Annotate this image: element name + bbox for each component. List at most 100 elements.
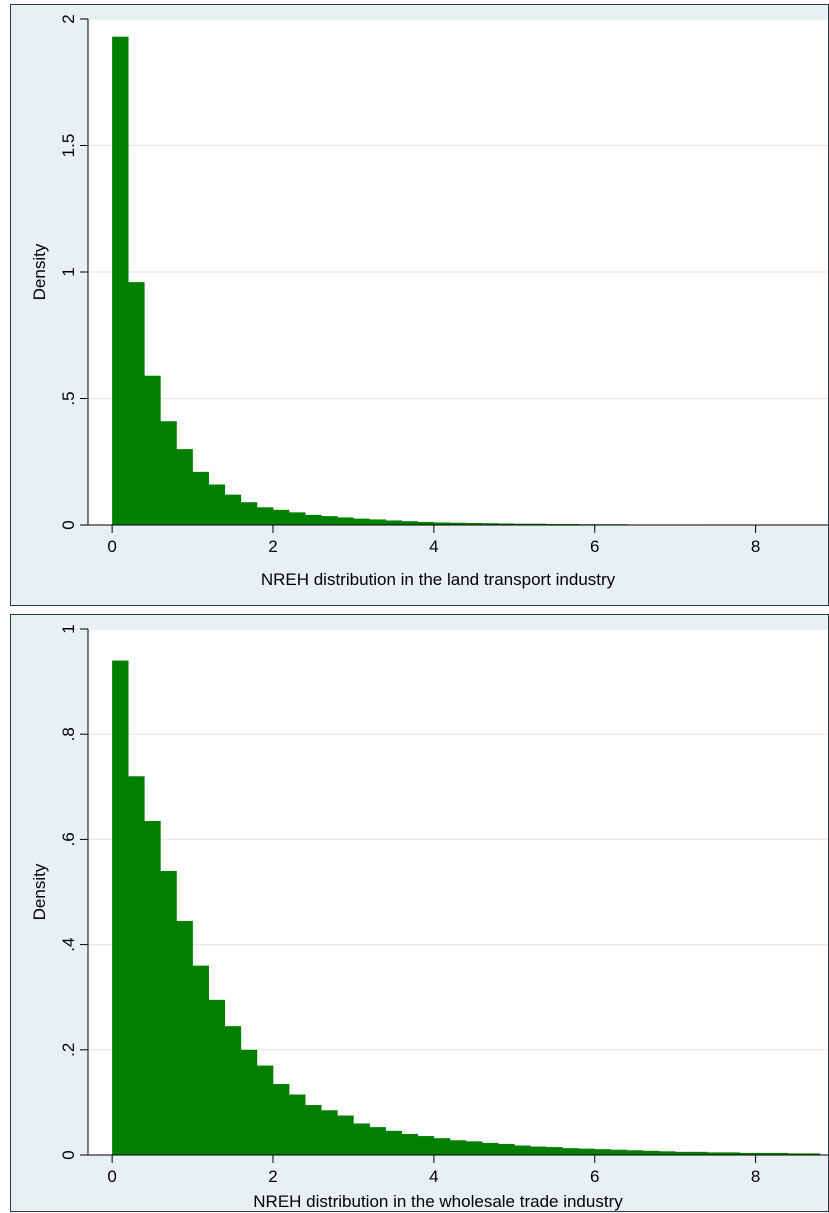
histogram-bar [321, 1110, 338, 1155]
histogram-bar [160, 870, 177, 1155]
histogram-bar [256, 507, 274, 525]
x-tick-label: 2 [268, 1167, 277, 1186]
y-tick-label: 1.5 [59, 134, 78, 158]
histogram-bar [112, 36, 129, 526]
histogram-bar [449, 522, 467, 525]
x-tick-label: 6 [590, 1167, 599, 1186]
histogram-bar [160, 421, 177, 525]
histogram-bar [723, 1152, 740, 1155]
histogram-bar [128, 776, 145, 1155]
histogram-bar [594, 1149, 612, 1155]
histogram-bar [401, 521, 419, 525]
histogram-bar [771, 1152, 789, 1155]
histogram-wholesale-trade: 0 .2 .4 .6 .8 1 0 2 4 6 8 NREH distribution in the … [30, 624, 828, 1211]
histogram-bar [256, 1065, 274, 1155]
histogram-bar [401, 1133, 419, 1155]
histogram-bar [482, 1142, 499, 1155]
histogram-bar [530, 523, 547, 525]
histogram-bar [578, 1148, 596, 1155]
histogram-bar [240, 1049, 258, 1155]
histogram-bar [240, 502, 258, 525]
y-tick-label: .2 [59, 1043, 78, 1057]
histogram-bar [192, 471, 209, 525]
y-tick-label: 0 [59, 520, 78, 529]
histogram-bar [530, 1146, 547, 1155]
y-tick-label: 1 [59, 624, 78, 633]
histogram-bar [562, 1148, 579, 1155]
histogram-bar [659, 1151, 676, 1155]
x-axis-title: NREH distribution in the wholesale trade… [253, 1192, 623, 1211]
histogram-bar [675, 1151, 692, 1155]
x-axis-title: NREH distribution in the land transport … [261, 570, 616, 589]
histogram-bar [144, 375, 161, 525]
histogram-bar [562, 523, 579, 525]
histogram-bar [691, 1151, 708, 1155]
histogram-bar [433, 1138, 451, 1155]
histogram-panel-wholesale-trade: 0 .2 .4 .6 .8 1 0 2 4 6 8 NREH distribution in the … [10, 614, 829, 1212]
histogram-bar [305, 514, 322, 525]
histogram-bar [739, 1152, 756, 1155]
histogram-bar [417, 521, 435, 525]
x-tick-label: 0 [107, 1167, 116, 1186]
histogram-panel-land-transport: 0 .5 1 1.5 2 0 2 4 6 8 NREH distribution in the la… [10, 4, 829, 606]
histogram-bar [514, 523, 531, 525]
y-tick-label: 1 [59, 267, 78, 276]
y-axis-title: Density [30, 243, 49, 300]
histogram-bar [192, 965, 209, 1155]
x-tick-label: 8 [751, 1167, 760, 1186]
x-tick-label: 6 [590, 537, 599, 556]
histogram-bar [128, 282, 145, 525]
histogram-bar [321, 516, 338, 525]
histogram-bar [144, 820, 161, 1155]
histogram-bar [305, 1105, 322, 1155]
histogram-bar [626, 1150, 644, 1155]
histogram-bar [337, 517, 354, 525]
histogram-bar [755, 1152, 772, 1155]
histogram-bar [289, 512, 306, 525]
histogram-bar [224, 494, 242, 525]
histogram-bar [369, 1127, 386, 1155]
x-tick-label: 8 [751, 537, 760, 556]
histogram-bar [482, 523, 499, 525]
histogram-bar [466, 1141, 483, 1155]
y-tick-label: 0 [59, 1150, 78, 1159]
y-tick-label: .4 [59, 938, 78, 952]
histogram-bar [449, 1140, 467, 1155]
histogram-bar [514, 1145, 531, 1155]
histogram-bar [610, 1149, 628, 1155]
x-tick-label: 4 [429, 1167, 438, 1186]
histogram-bar [466, 522, 483, 525]
histogram-bar [176, 449, 193, 525]
histogram-bar [803, 1153, 821, 1155]
histogram-bar [385, 1130, 402, 1155]
x-tick-label: 4 [429, 537, 438, 556]
histogram-bar [208, 999, 226, 1155]
x-tick-label: 2 [268, 537, 277, 556]
histogram-land-transport: 0 .5 1 1.5 2 0 2 4 6 8 NREH distribution in the la… [30, 14, 828, 589]
histogram-bar [208, 484, 226, 525]
y-tick-label: .5 [59, 391, 78, 405]
histogram-bar [385, 520, 402, 525]
histogram-bar [273, 509, 290, 525]
histogram-bar [417, 1136, 435, 1155]
histogram-bar [112, 660, 129, 1155]
histogram-bar [353, 1123, 370, 1155]
histogram-bar [353, 518, 370, 525]
histogram-bar [498, 523, 515, 525]
histogram-bar [433, 522, 451, 525]
histogram-bar [176, 920, 193, 1155]
histogram-bar [787, 1153, 805, 1155]
histogram-bar [546, 1147, 563, 1155]
histogram-bar [289, 1094, 306, 1155]
histogram-bar [643, 1150, 660, 1155]
histogram-bar [369, 519, 386, 525]
y-axis-title: Density [30, 863, 49, 920]
histogram-bar [546, 523, 563, 525]
histogram-bar [337, 1115, 354, 1155]
histogram-bar [273, 1083, 290, 1155]
histogram-bar [498, 1143, 515, 1155]
x-tick-label: 0 [107, 537, 116, 556]
y-tick-label: 2 [59, 14, 78, 23]
histogram-bar [707, 1152, 724, 1155]
histogram-bar [224, 1026, 242, 1155]
